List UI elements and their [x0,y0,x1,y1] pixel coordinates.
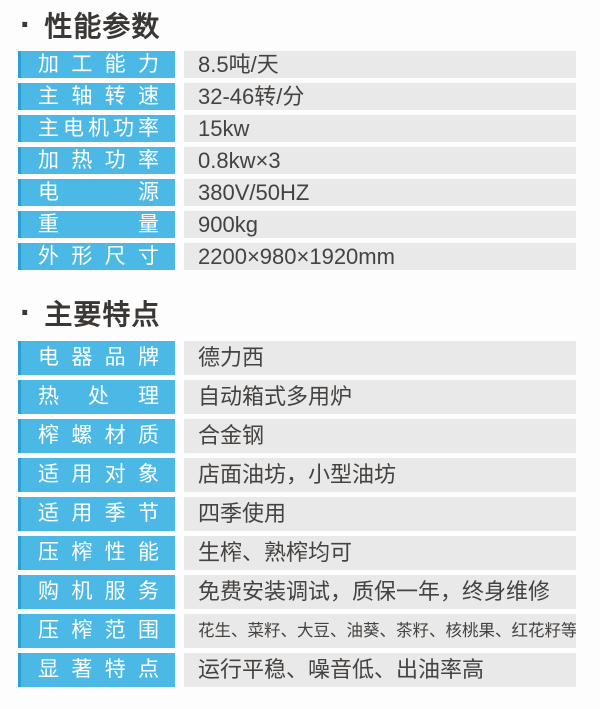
section-title-features: · 主要特点 [18,296,600,330]
spec-label: 主轴转速 [18,83,175,110]
spec-label: 显著特点 [18,653,175,687]
spec-value: 生榨、熟榨均可 [184,536,576,570]
spec-label: 外形尺寸 [18,243,175,270]
spec-label: 压榨性能 [18,536,175,570]
table-row: 适用对象 店面油坊，小型油坊 [18,458,576,492]
performance-table: 加工能力 8.5吨/天 主轴转速 32-46转/分 主电机功率 15kw 加热功… [18,51,576,270]
spec-label: 适用季节 [18,497,175,531]
spec-value: 免费安装调试，质保一年，终身维修 [184,575,576,609]
spec-value: 0.8kw×3 [184,147,576,174]
table-row: 电器品牌 德力西 [18,341,576,375]
spec-value: 2200×980×1920mm [184,243,576,270]
section-title-performance: · 性能参数 [18,8,600,42]
spec-label: 电源 [18,179,175,206]
spec-value: 32-46转/分 [184,83,576,110]
table-row: 压榨性能 生榨、熟榨均可 [18,536,576,570]
features-table: 电器品牌 德力西 热处理 自动箱式多用炉 榨螺材质 合金钢 适用对象 店面油坊，… [18,341,576,687]
section-title-text: 性能参数 [44,11,161,42]
spec-label: 加工能力 [18,51,175,78]
table-row: 主电机功率 15kw [18,115,576,142]
spec-value: 380V/50HZ [184,179,576,206]
spec-label: 主电机功率 [18,115,175,142]
bullet-icon: · [20,294,33,332]
section-main-features: · 主要特点 电器品牌 德力西 热处理 自动箱式多用炉 榨螺材质 合金钢 适用对… [18,296,600,687]
table-row: 外形尺寸 2200×980×1920mm [18,243,576,270]
spec-label: 榨螺材质 [18,419,175,453]
spec-value: 合金钢 [184,419,576,453]
spec-value: 15kw [184,115,576,142]
table-row: 加热功率 0.8kw×3 [18,147,576,174]
spec-value: 自动箱式多用炉 [184,380,576,414]
table-row: 适用季节 四季使用 [18,497,576,531]
table-row: 电源 380V/50HZ [18,179,576,206]
spec-label: 购机服务 [18,575,175,609]
spec-label: 热处理 [18,380,175,414]
spec-value: 运行平稳、噪音低、出油率高 [184,653,576,687]
spec-label: 压榨范围 [18,614,175,648]
spec-label: 重量 [18,211,175,238]
table-row: 购机服务 免费安装调试，质保一年，终身维修 [18,575,576,609]
spec-value: 900kg [184,211,576,238]
spec-label: 加热功率 [18,147,175,174]
bullet-icon: · [20,6,33,44]
table-row: 压榨范围 花生、菜籽、大豆、油葵、茶籽、核桃果、红花籽等 [18,614,576,648]
spec-value: 8.5吨/天 [184,51,576,78]
table-row: 显著特点 运行平稳、噪音低、出油率高 [18,653,576,687]
spec-value: 花生、菜籽、大豆、油葵、茶籽、核桃果、红花籽等 [184,614,576,648]
spec-value: 店面油坊，小型油坊 [184,458,576,492]
spec-value: 德力西 [184,341,576,375]
table-row: 榨螺材质 合金钢 [18,419,576,453]
table-row: 加工能力 8.5吨/天 [18,51,576,78]
table-row: 热处理 自动箱式多用炉 [18,380,576,414]
table-row: 重量 900kg [18,211,576,238]
table-row: 主轴转速 32-46转/分 [18,83,576,110]
section-title-text: 主要特点 [44,299,161,330]
spec-label: 适用对象 [18,458,175,492]
spec-label: 电器品牌 [18,341,175,375]
section-performance-params: · 性能参数 加工能力 8.5吨/天 主轴转速 32-46转/分 主电机功率 1… [18,8,600,270]
spec-value: 四季使用 [184,497,576,531]
